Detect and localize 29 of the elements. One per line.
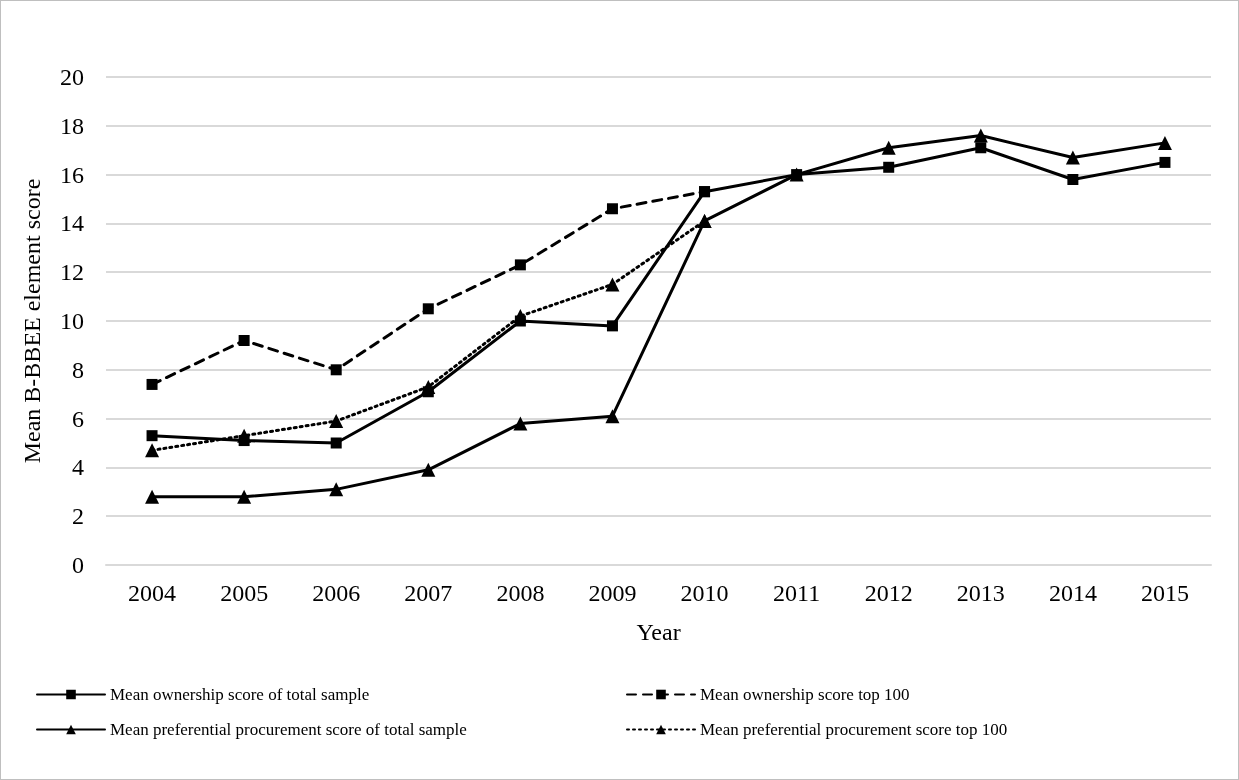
x-tick-label: 2004 [128,580,177,606]
x-tick-label: 2010 [680,580,729,606]
y-tick-label: 6 [72,405,84,432]
legend-label: Mean ownership score of total sample [110,685,370,704]
y-tick-label: 8 [72,356,84,383]
legend-label: Mean ownership score top 100 [700,685,910,704]
y-tick-label: 0 [72,552,84,578]
x-tick-label: 2008 [496,580,545,606]
y-tick-label: 16 [60,161,84,188]
y-tick-label: 18 [60,112,84,139]
y-tick-label: 2 [72,503,84,530]
y-axis-title: Mean B-BBEE element score [19,178,45,464]
y-tick-label: 10 [60,308,84,334]
x-tick-label: 2007 [404,580,453,606]
x-tick-label: 2005 [220,580,269,606]
x-axis-title: Year [636,619,681,645]
x-tick-label: 2015 [1140,580,1189,606]
y-tick-label: 14 [60,210,84,237]
x-tick-label: 2013 [956,580,1005,606]
x-tick-label: 2012 [864,580,913,606]
x-tick-label: 2014 [1048,580,1097,606]
x-tick-label: 2009 [588,580,637,606]
legend-label: Mean preferential procurement score of total sample [110,720,467,739]
y-tick-label: 4 [72,454,84,481]
x-tick-label: 2006 [312,580,361,606]
y-tick-label: 12 [60,259,84,286]
legend-label: Mean preferential procurement score top 100 [700,720,1008,739]
y-tick-label: 20 [60,64,84,90]
x-tick-label: 2011 [773,580,821,606]
